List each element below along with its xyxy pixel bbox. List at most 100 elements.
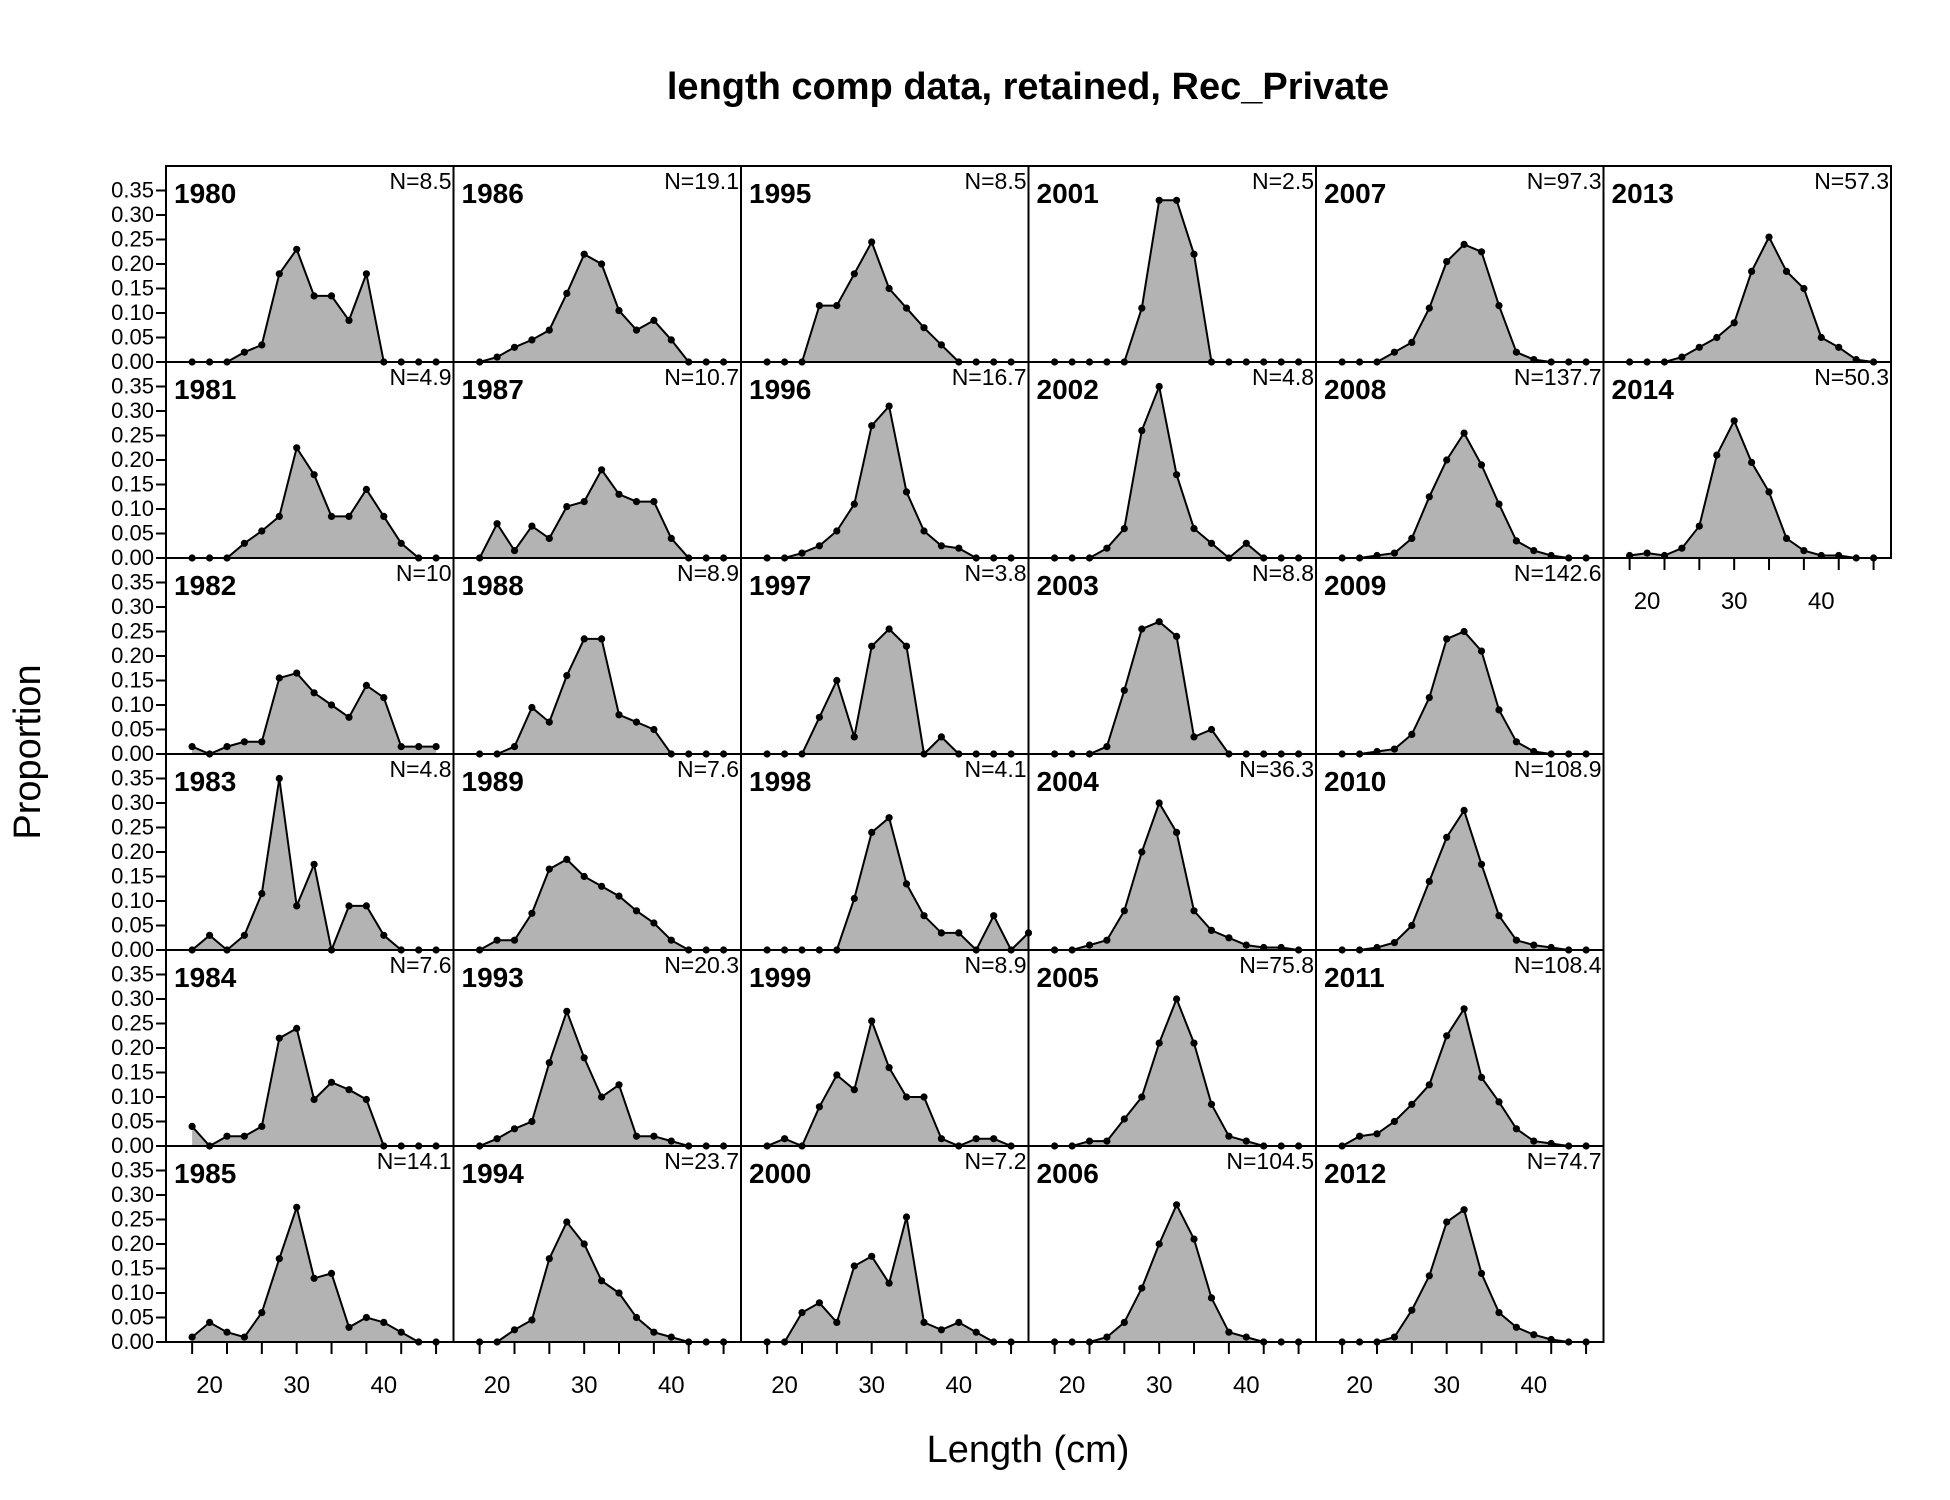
point-1980-3 <box>240 348 248 356</box>
point-2012-7 <box>1460 1206 1468 1214</box>
x-tick-label: 20 <box>484 1372 511 1399</box>
panel-year-label: 1993 <box>462 962 524 993</box>
point-2002-7 <box>1173 471 1181 479</box>
point-2003-6 <box>1155 618 1163 626</box>
point-1982-13 <box>415 743 423 751</box>
point-1993-6 <box>580 1054 588 1062</box>
area-2000 <box>767 1217 1012 1342</box>
point-2009-4 <box>1408 730 1416 739</box>
point-1984-3 <box>240 1132 248 1140</box>
point-1985-7 <box>310 1274 318 1282</box>
point-2003-9 <box>1207 725 1216 734</box>
panel-year-label: 2000 <box>749 1158 811 1189</box>
point-1997-6 <box>868 642 876 650</box>
panel-n-label: N=137.7 <box>1514 364 1602 390</box>
panel-year-label: 1999 <box>749 962 811 993</box>
point-1988-3 <box>528 703 536 712</box>
point-1993-10 <box>650 1132 658 1140</box>
y-tick-label: 0.35 <box>111 570 154 595</box>
point-1984-7 <box>310 1095 318 1104</box>
point-2002-5 <box>1138 427 1146 435</box>
panel-2005: 2005 N=75.8 <box>1027 949 1317 1150</box>
point-1982-7 <box>310 689 318 697</box>
y-tick-label: 0.05 <box>111 1109 154 1134</box>
point-1980-9 <box>345 316 353 324</box>
panel-1987: 1987 N=10.7 <box>452 361 742 562</box>
area-1984 <box>192 1028 437 1146</box>
area-2007 <box>1342 244 1587 362</box>
panel-n-label: N=16.7 <box>952 364 1027 390</box>
x-tick-label: 30 <box>858 1372 885 1399</box>
panel-n-label: N=142.6 <box>1514 560 1602 586</box>
area-2011 <box>1342 1008 1587 1146</box>
point-1985-8 <box>327 1269 336 1277</box>
point-2013-11 <box>1817 333 1825 342</box>
y-tick-label: 0.25 <box>111 423 154 448</box>
area-1997 <box>767 629 1012 754</box>
point-1983-3 <box>240 931 248 939</box>
point-1986-5 <box>563 289 571 297</box>
point-1981-6 <box>293 444 301 452</box>
point-2006-11 <box>1242 1333 1250 1341</box>
point-1987-9 <box>632 498 641 506</box>
point-2013-4 <box>1695 343 1703 351</box>
panel-n-label: N=4.8 <box>1252 364 1314 390</box>
point-1985-11 <box>380 1318 388 1326</box>
point-2003-5 <box>1138 625 1146 633</box>
point-2014-6 <box>1730 417 1738 425</box>
point-2006-3 <box>1103 1333 1111 1341</box>
point-1998-11 <box>955 929 963 937</box>
point-2002-3 <box>1103 544 1111 552</box>
point-2010-5 <box>1425 877 1433 886</box>
point-1988-6 <box>580 635 588 643</box>
point-1983-5 <box>275 774 283 783</box>
point-2007-8 <box>1477 248 1486 256</box>
point-1982-3 <box>240 738 248 746</box>
panel-year-label: 1982 <box>174 570 236 601</box>
point-2010-8 <box>1477 860 1486 868</box>
x-tick-label: 20 <box>1634 588 1661 615</box>
point-1999-5 <box>850 1086 858 1094</box>
point-1980-7 <box>310 292 318 300</box>
panel-year-label: 2007 <box>1324 178 1386 209</box>
y-tick-label: 0.20 <box>111 1035 154 1060</box>
point-1985-4 <box>258 1309 266 1317</box>
point-1987-4 <box>545 534 553 543</box>
point-1996-8 <box>902 488 911 496</box>
point-2013-6 <box>1730 319 1738 327</box>
point-1984-10 <box>362 1095 370 1104</box>
point-1993-8 <box>615 1081 623 1089</box>
point-2005-6 <box>1155 1039 1163 1047</box>
point-1994-11 <box>667 1333 675 1341</box>
point-2006-9 <box>1207 1294 1216 1302</box>
y-tick-label: 0.25 <box>111 1011 154 1036</box>
panel-n-label: N=10 <box>396 560 452 586</box>
point-1987-2 <box>510 547 519 555</box>
point-1999-1 <box>781 1135 789 1143</box>
area-1998 <box>767 817 1029 950</box>
x-tick-label: 40 <box>1520 1372 1547 1399</box>
x-tick-label: 20 <box>1346 1372 1373 1399</box>
y-tick-label: 0.25 <box>111 227 154 252</box>
point-2014-10 <box>1800 547 1808 555</box>
panel-n-label: N=4.9 <box>389 364 451 390</box>
point-2000-3 <box>815 1299 824 1307</box>
y-tick-label: 0.00 <box>111 545 154 570</box>
point-1996-9 <box>920 527 928 535</box>
point-2004-6 <box>1155 799 1163 807</box>
y-tick-label: 0.00 <box>111 741 154 766</box>
point-1993-2 <box>510 1125 519 1133</box>
panel-year-label: 2011 <box>1324 962 1385 993</box>
y-tick-label: 0.20 <box>111 1231 154 1256</box>
y-tick-label: 0.00 <box>111 349 154 374</box>
point-1997-7 <box>885 625 893 633</box>
panel-year-label: 1988 <box>462 570 524 601</box>
x-tick-label: 30 <box>1433 1372 1460 1399</box>
panel-n-label: N=4.1 <box>964 756 1026 782</box>
point-2003-4 <box>1120 686 1128 694</box>
point-1986-4 <box>545 326 553 334</box>
y-tick-label: 0.20 <box>111 839 154 864</box>
point-1981-7 <box>310 471 318 479</box>
x-tick-label: 20 <box>1059 1372 1086 1399</box>
area-1982 <box>192 673 437 754</box>
